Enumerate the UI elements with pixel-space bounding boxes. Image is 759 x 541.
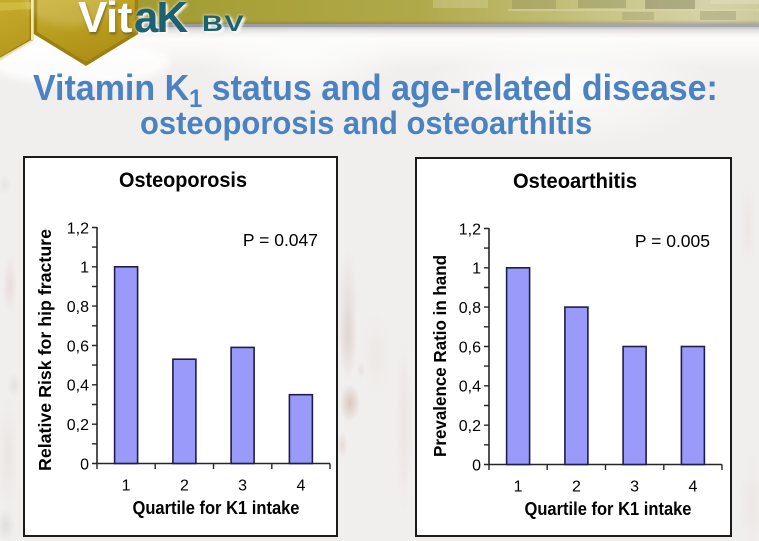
svg-text:Quartile for K1 intake: Quartile for K1 intake bbox=[525, 499, 692, 519]
svg-text:2: 2 bbox=[180, 478, 189, 495]
svg-text:0: 0 bbox=[472, 457, 481, 474]
svg-text:0,2: 0,2 bbox=[459, 418, 481, 435]
svg-text:0,6: 0,6 bbox=[67, 338, 89, 355]
svg-text:1: 1 bbox=[514, 479, 523, 496]
svg-text:0,2: 0,2 bbox=[67, 417, 89, 434]
svg-text:Osteoporosis: Osteoporosis bbox=[119, 169, 247, 192]
svg-text:P = 0.047: P = 0.047 bbox=[243, 230, 318, 250]
svg-text:0,6: 0,6 bbox=[459, 339, 481, 356]
svg-text:3: 3 bbox=[630, 479, 639, 496]
svg-text:Osteoarthitis: Osteoarthitis bbox=[513, 170, 637, 193]
svg-text:0,4: 0,4 bbox=[459, 379, 481, 396]
svg-text:P = 0.005: P = 0.005 bbox=[635, 231, 710, 251]
svg-text:1,2: 1,2 bbox=[459, 221, 481, 238]
svg-text:Relative Risk for hip fracture: Relative Risk for hip fracture bbox=[35, 229, 55, 471]
svg-text:2: 2 bbox=[572, 479, 581, 496]
svg-text:1,2: 1,2 bbox=[67, 220, 89, 237]
svg-text:0: 0 bbox=[80, 456, 89, 473]
svg-text:1: 1 bbox=[80, 260, 89, 277]
svg-text:4: 4 bbox=[296, 478, 305, 495]
svg-text:0,8: 0,8 bbox=[459, 300, 481, 317]
svg-text:1: 1 bbox=[122, 478, 131, 495]
svg-text:0,4: 0,4 bbox=[67, 378, 89, 395]
svg-text:Prevalence Ratio in hand: Prevalence Ratio in hand bbox=[430, 255, 450, 457]
svg-text:0,8: 0,8 bbox=[67, 299, 89, 316]
svg-text:1: 1 bbox=[472, 261, 481, 278]
svg-text:3: 3 bbox=[238, 478, 247, 495]
svg-text:Quartile for K1 intake: Quartile for K1 intake bbox=[133, 498, 300, 518]
svg-text:4: 4 bbox=[688, 479, 697, 496]
